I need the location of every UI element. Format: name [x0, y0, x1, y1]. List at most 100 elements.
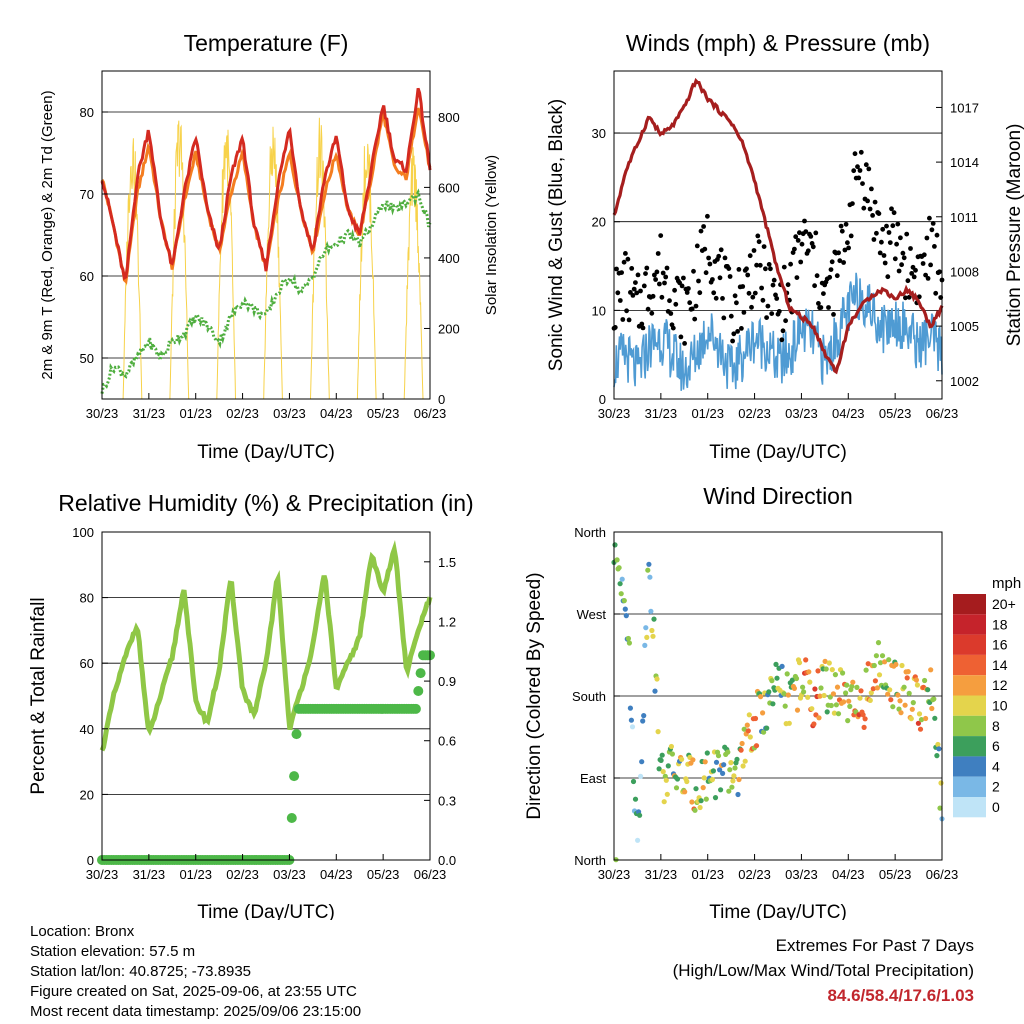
direction-point — [732, 765, 738, 771]
direction-point — [784, 671, 790, 677]
gust-point — [851, 168, 857, 174]
gust-point — [749, 304, 754, 310]
direction-point — [850, 679, 856, 685]
winds-ytick-label: 10 — [592, 303, 606, 318]
gust-point — [928, 262, 933, 268]
direction-point — [668, 743, 675, 750]
winds-ylabel-right: Station Pressure (Maroon) — [1004, 124, 1024, 347]
direction-point — [637, 812, 643, 818]
gust-point — [764, 315, 769, 320]
winds-title: Winds (mph) & Pressure (mb) — [626, 30, 930, 56]
humidity-ytick-label: 80 — [80, 591, 94, 606]
direction-point — [801, 689, 807, 695]
direction-point — [758, 694, 764, 700]
gust-point — [916, 294, 922, 300]
gust-point — [697, 290, 703, 296]
direction-ytick-label: West — [577, 607, 607, 622]
humidity-y2tick-label: 1.2 — [438, 614, 456, 629]
direction-point — [861, 724, 867, 731]
direction-point — [807, 679, 813, 685]
direction-point — [860, 712, 866, 718]
precip-point — [415, 668, 426, 679]
gust-point — [929, 227, 935, 233]
gust-point — [839, 228, 845, 234]
winds-x-ticks: 30/23 31/23 01/23 02/23 03/23 04/23 05/23 06/23 — [598, 393, 958, 421]
temperature-xtick-label: 03/23 — [273, 406, 306, 421]
pressure-line — [612, 77, 944, 375]
gust-point — [930, 221, 936, 226]
gust-point — [659, 294, 665, 300]
direction-point — [725, 749, 731, 755]
direction-point — [647, 574, 653, 580]
direction-point — [679, 756, 685, 762]
gust-point — [635, 272, 641, 278]
humidity-left-ticks: 0 20 40 60 80 100 — [72, 525, 108, 868]
direction-point — [824, 709, 830, 715]
direction-point — [925, 687, 931, 693]
gust-point — [686, 286, 691, 291]
direction-point — [661, 799, 667, 805]
direction-point — [817, 693, 823, 699]
gust-point — [793, 234, 799, 240]
humidity-y2tick-label: 0.6 — [438, 734, 456, 749]
gust-point — [739, 326, 744, 331]
gust-point — [759, 285, 764, 291]
direction-point — [875, 640, 882, 646]
temperature-panel: Temperature (F) 50 60 70 80 0 200 400 600 800 3… — [39, 30, 500, 463]
gust-point — [641, 283, 647, 289]
direction-point — [746, 712, 752, 718]
legend-swatch — [953, 634, 986, 655]
gust-point — [831, 312, 836, 317]
legend-swatch — [953, 594, 986, 615]
solar-insolation-line — [403, 147, 424, 400]
winds-left-ticks: 0 10 20 30 — [592, 126, 620, 407]
gust-point — [894, 241, 899, 247]
gust-point — [913, 267, 918, 273]
legend-label: 18 — [992, 616, 1008, 632]
gust-point — [905, 278, 911, 284]
gust-point — [881, 253, 887, 258]
gust-point — [920, 261, 926, 266]
direction-point — [886, 657, 892, 663]
humidity-xtick-label: 05/23 — [367, 867, 400, 882]
gust-point — [891, 210, 897, 216]
humidity-ytick-label: 0 — [87, 853, 94, 868]
direction-left-ticks: North East South West North — [572, 525, 620, 868]
gust-point — [856, 175, 862, 181]
humidity-ytick-label: 60 — [80, 656, 94, 671]
direction-point — [818, 685, 824, 691]
direction-ytick-label: North — [574, 525, 606, 540]
winds-plot — [611, 77, 945, 391]
winds-right-ticks: 1002 1005 1008 1011 1014 1017 — [936, 100, 979, 389]
station-latlon: Station lat/lon: 40.8725; -73.8935 — [30, 963, 252, 980]
legend-swatch — [953, 797, 986, 818]
direction-point — [614, 557, 620, 563]
gust-point — [765, 303, 771, 309]
gust-point — [892, 256, 898, 262]
direction-point — [715, 753, 722, 759]
direction-point — [793, 675, 800, 682]
direction-point — [872, 678, 879, 684]
gust-point — [810, 244, 816, 250]
direction-point — [803, 657, 809, 663]
temperature-plot — [100, 87, 432, 400]
gust-point — [711, 290, 717, 296]
direction-point — [868, 690, 874, 696]
gust-point — [760, 297, 766, 303]
direction-point — [794, 707, 801, 713]
extremes-subheading: (High/Low/Max Wind/Total Precipitation) — [672, 961, 974, 980]
direction-point — [727, 767, 733, 773]
direction-point — [690, 757, 696, 763]
direction-point — [800, 684, 806, 690]
gust-point — [716, 253, 722, 259]
direction-x-ticks: 30/23 31/23 01/23 02/23 03/23 04/23 05/23 06/23 — [598, 854, 958, 882]
direction-point — [760, 710, 766, 716]
gust-point — [619, 270, 624, 275]
legend-label: 8 — [992, 718, 1000, 734]
direction-point — [721, 762, 727, 768]
temperature-ylabel-left: 2m & 9m T (Red, Orange) & 2m Td (Green) — [39, 90, 56, 379]
gust-point — [766, 262, 772, 267]
gust-point — [728, 313, 734, 319]
gust-point — [633, 280, 638, 285]
gust-point — [735, 329, 740, 334]
